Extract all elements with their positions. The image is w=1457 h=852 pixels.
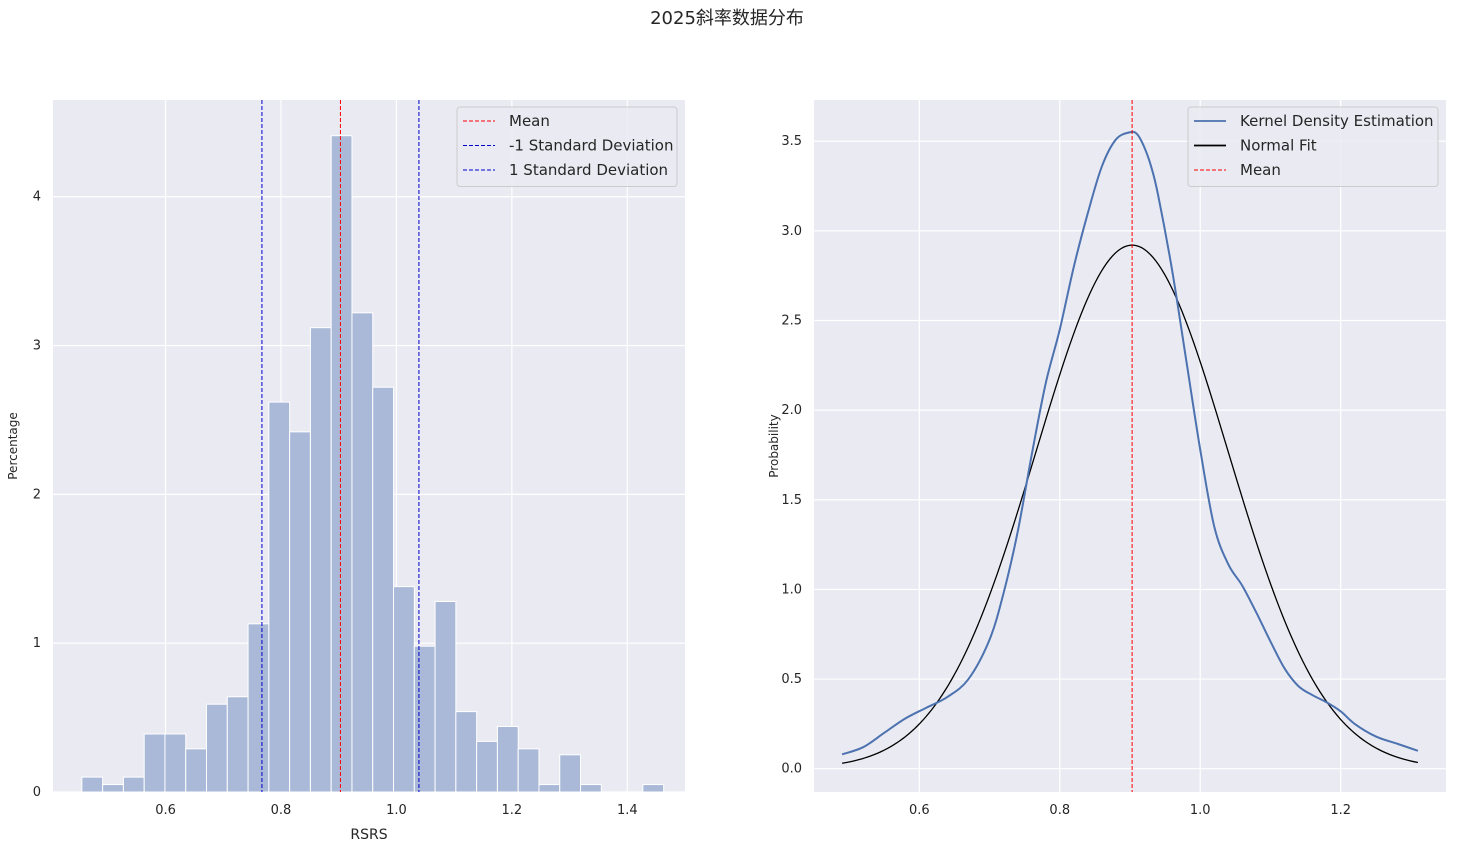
density-panel: 0.6 0.8 1.0 1.2 0.0 0.5 1.0 1.5 2.0 2.5 3.0 3.5 Prob… <box>767 100 1446 818</box>
histogram-bar <box>247 623 270 793</box>
histogram-bar <box>309 327 332 793</box>
x-tick-label: 0.8 <box>1049 803 1070 818</box>
legend-label: Normal Fit <box>1240 137 1317 155</box>
x-axis-label: RSRS <box>350 827 387 843</box>
histogram-panel: 0.6 0.8 1.0 1.2 1.4 0 1 2 3 4 RSRS Percentage Mean -1… <box>6 100 685 843</box>
y-tick-label: 1.0 <box>781 582 802 597</box>
histogram-bar <box>580 784 602 793</box>
figure-title: 2025斜率数据分布 <box>650 8 804 29</box>
histogram-bar <box>102 784 124 793</box>
legend-box <box>456 106 678 187</box>
histogram-bar <box>226 696 249 793</box>
histogram-bar <box>496 726 519 793</box>
histogram-bar <box>268 401 291 793</box>
legend-label: Mean <box>509 112 550 130</box>
histogram-bar <box>413 645 436 793</box>
x-tick-label: 1.0 <box>1190 803 1211 818</box>
y-tick-label: 3.5 <box>781 134 802 149</box>
x-tick-label: 1.2 <box>502 803 523 818</box>
x-tick-label: 1.4 <box>617 803 638 818</box>
x-tick-label: 1.2 <box>1330 803 1351 818</box>
y-tick-label: 2 <box>33 487 41 502</box>
histogram-bar <box>185 748 208 793</box>
histogram-bar <box>372 386 395 793</box>
y-tick-label: 0.0 <box>781 762 802 777</box>
y-tick-label: 1.5 <box>781 493 802 508</box>
y-tick-label: 2.5 <box>781 314 802 329</box>
y-tick-label: 4 <box>33 190 41 205</box>
y-tick-label: 3.0 <box>781 224 802 239</box>
legend-label: Mean <box>1240 161 1281 179</box>
y-axis-label: Probability <box>767 414 781 477</box>
y-tick-label: 3 <box>33 339 41 354</box>
legend-label: 1 Standard Deviation <box>509 161 668 179</box>
kde-line <box>841 130 1419 756</box>
plot-area <box>814 100 1446 792</box>
normal-fit-line <box>841 244 1419 764</box>
legend-label: Kernel Density Estimation <box>1240 112 1434 130</box>
histogram-bar <box>393 586 415 793</box>
x-tick-label: 0.6 <box>155 803 176 818</box>
x-tick-label: 0.8 <box>271 803 292 818</box>
histogram-bar <box>289 431 311 793</box>
histogram-bar <box>164 733 187 793</box>
histogram-bar <box>538 784 561 793</box>
histogram-bar <box>517 748 540 793</box>
y-tick-label: 1 <box>33 636 41 651</box>
histogram-bar <box>434 601 457 793</box>
histogram-bar <box>81 776 104 793</box>
histogram-bar <box>330 135 353 793</box>
y-tick-label: 2.0 <box>781 403 802 418</box>
histogram-bar <box>559 754 582 793</box>
histogram-bar <box>143 733 166 793</box>
x-tick-label: 0.6 <box>909 803 930 818</box>
y-tick-label: 0.5 <box>781 672 802 687</box>
histogram-bar <box>206 703 228 793</box>
legend-box <box>1187 106 1439 187</box>
y-axis-label: Percentage <box>6 412 20 480</box>
histogram-bar <box>122 776 145 793</box>
histogram-bar <box>642 784 665 793</box>
legend-label: -1 Standard Deviation <box>509 137 673 155</box>
histogram-bar <box>476 740 498 793</box>
y-tick-label: 0 <box>33 785 41 800</box>
histogram-bar <box>455 711 478 793</box>
x-tick-label: 1.0 <box>386 803 407 818</box>
histogram-bar <box>351 312 374 793</box>
